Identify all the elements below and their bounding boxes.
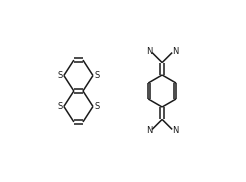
Text: N: N bbox=[146, 47, 152, 56]
Text: N: N bbox=[146, 126, 152, 135]
Text: S: S bbox=[94, 71, 100, 80]
Text: S: S bbox=[57, 102, 62, 111]
Text: N: N bbox=[172, 47, 178, 56]
Text: N: N bbox=[172, 126, 178, 135]
Text: S: S bbox=[57, 71, 62, 80]
Text: S: S bbox=[94, 102, 100, 111]
